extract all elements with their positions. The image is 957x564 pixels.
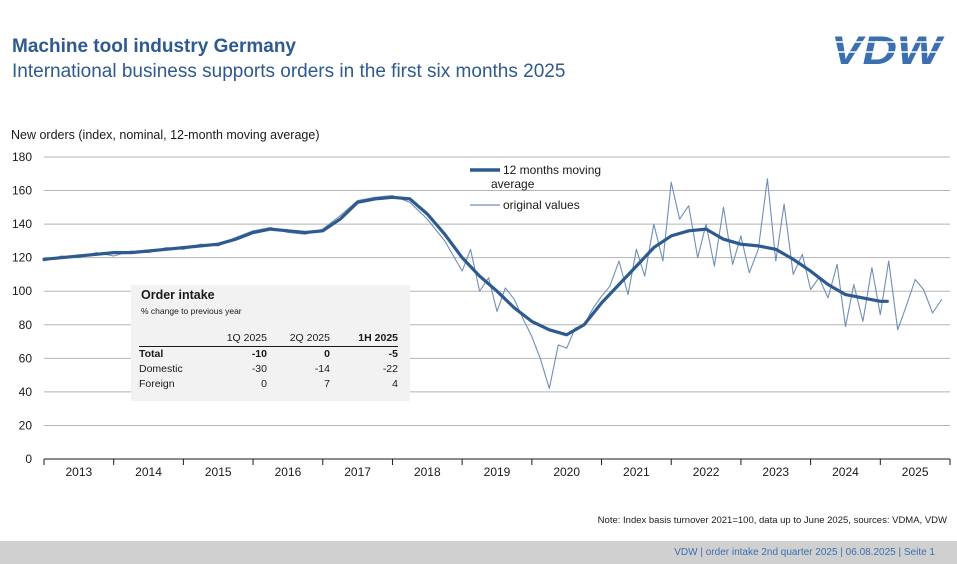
x-tick-label: 2017 (344, 465, 371, 479)
row-label: Domestic (139, 363, 183, 375)
x-tick-label: 2025 (902, 465, 929, 479)
y-tick-labels: 0 20 40 60 80 100 120 140 160 180 (12, 150, 32, 466)
legend-label-original: original values (503, 198, 580, 212)
y-tick-label: 80 (19, 318, 33, 332)
table-cell: -10 (251, 348, 267, 360)
table-header-2q: 2Q 2025 (267, 331, 330, 347)
row-label: Total (139, 348, 164, 360)
x-tick-label: 2014 (135, 465, 162, 479)
chart-note: Note: Index basis turnover 2021=100, dat… (597, 515, 947, 526)
y-tick-label: 20 (19, 418, 33, 432)
footer-bar: VDW | order intake 2nd quarter 2025 | 06… (0, 541, 957, 564)
table-header-1q: 1Q 2025 (195, 331, 267, 347)
table-header-empty (139, 331, 195, 347)
logo-text: VDW (827, 30, 948, 70)
x-tick-label: 2024 (832, 465, 859, 479)
table-cell: 0 (261, 378, 267, 390)
x-tick-label: 2013 (65, 465, 92, 479)
y-tick-label: 60 (19, 351, 33, 365)
series-lines (42, 178, 943, 390)
table-cell: 0 (324, 348, 330, 360)
y-tick-label: 100 (12, 284, 32, 298)
table-row: Total -10 0 -5 (139, 347, 398, 363)
page-subtitle: International business supports orders i… (12, 61, 566, 82)
legend-label-moving-average-1: 12 months moving (503, 163, 601, 177)
y-tick-label: 180 (12, 150, 32, 164)
page-title: Machine tool industry Germany (12, 36, 296, 57)
vdw-logo: VDW (826, 30, 950, 70)
x-tick-label: 2016 (275, 465, 302, 479)
y-tick-label: 160 (12, 184, 32, 198)
order-intake-panel: Order intake % change to previous year 1… (131, 285, 410, 401)
x-tick-label: 2015 (205, 465, 232, 479)
table-header-row: 1Q 2025 2Q 2025 1H 2025 (139, 331, 398, 347)
order-intake-subtitle: % change to previous year (141, 306, 242, 316)
row-label: Foreign (139, 378, 175, 390)
x-tick-label: 2023 (762, 465, 789, 479)
x-axis: 2013 2014 2015 2016 2017 2018 2019 2020 2021 2022… (43, 458, 951, 479)
footer-text: VDW | order intake 2nd quarter 2025 | 06… (674, 547, 935, 558)
y-axis-label: New orders (index, nominal, 12-month mov… (11, 128, 320, 142)
table-cell: 7 (324, 378, 330, 390)
table-cell: -5 (388, 348, 398, 360)
table-header-1h: 1H 2025 (330, 331, 398, 347)
x-tick-label: 2018 (414, 465, 441, 479)
x-tick-label: 2020 (553, 465, 580, 479)
table-row: Domestic -30 -14 -22 (139, 362, 398, 377)
y-tick-label: 140 (12, 217, 32, 231)
table-row: Foreign 0 7 4 (139, 377, 398, 392)
y-tick-label: 120 (12, 251, 32, 265)
y-tick-label: 40 (19, 385, 33, 399)
table-cell: -30 (251, 363, 267, 375)
series-moving-average (42, 195, 889, 337)
legend: 12 months moving average original values (470, 163, 601, 212)
table-cell: -22 (382, 363, 398, 375)
order-intake-table: 1Q 2025 2Q 2025 1H 2025 Total -10 0 -5 D… (139, 331, 398, 392)
x-tick-label: 2019 (484, 465, 511, 479)
x-tick-label: 2021 (623, 465, 650, 479)
x-tick-label: 2022 (693, 465, 720, 479)
order-intake-title: Order intake (141, 288, 215, 302)
legend-label-moving-average-2: average (491, 177, 535, 191)
table-cell: 4 (392, 378, 398, 390)
y-tick-label: 0 (25, 452, 32, 466)
table-cell: -14 (314, 363, 330, 375)
